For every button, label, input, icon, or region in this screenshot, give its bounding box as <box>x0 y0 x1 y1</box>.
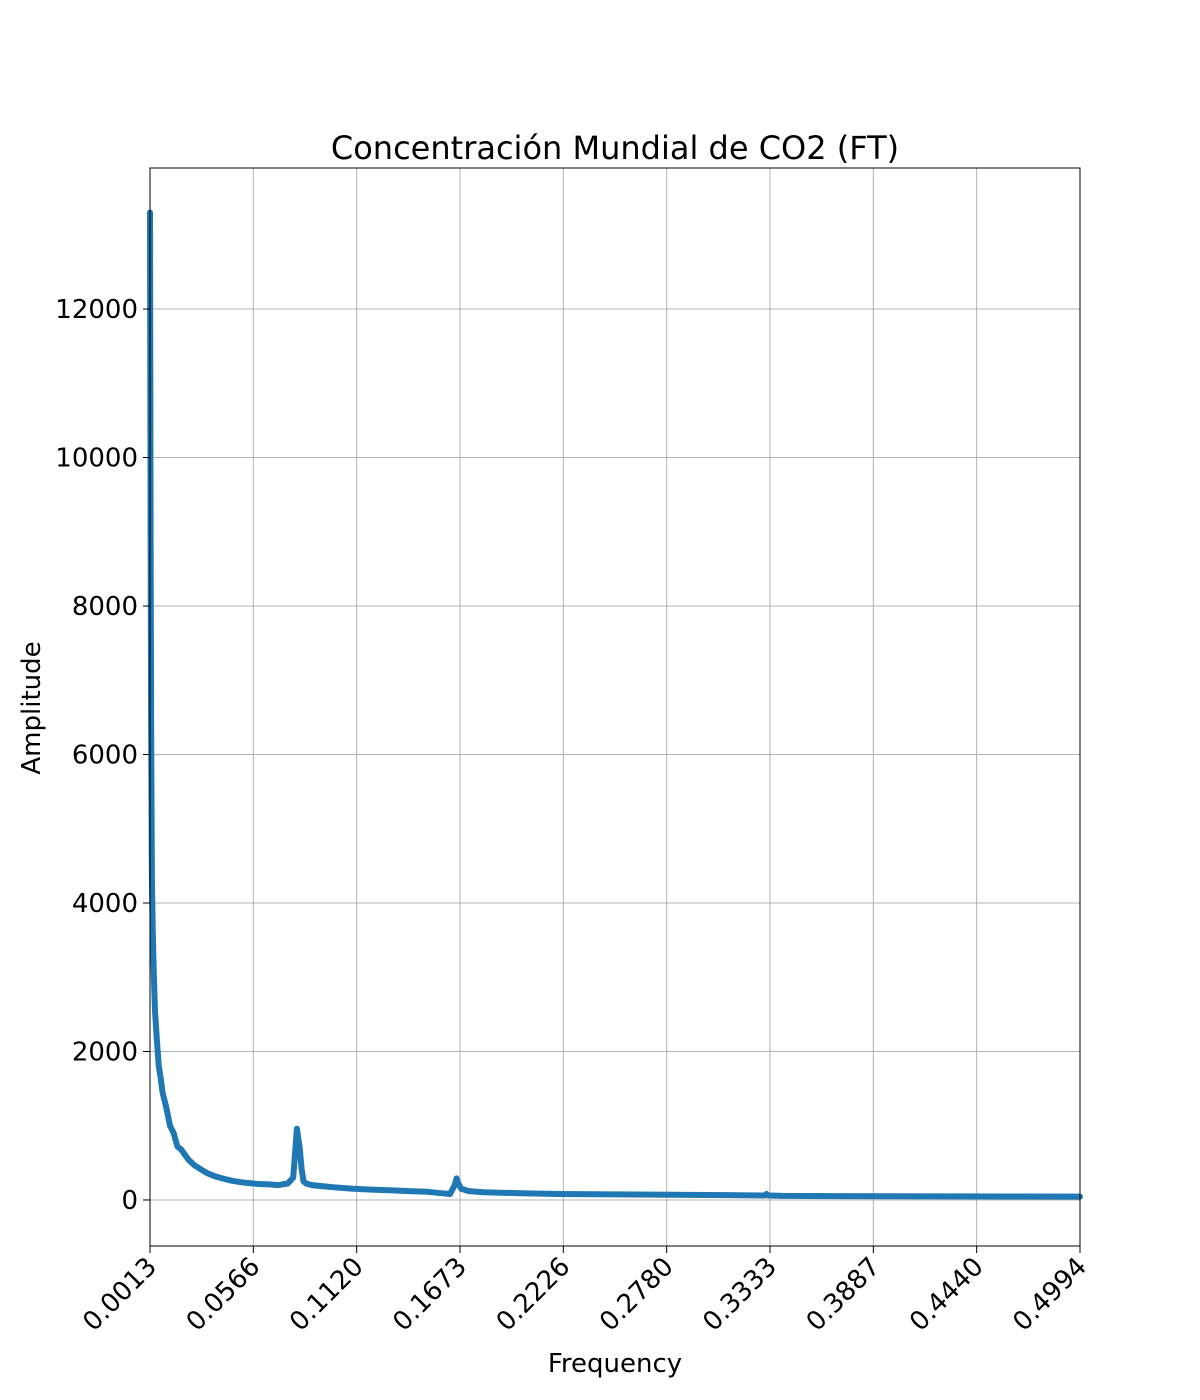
y-tick-label: 6000 <box>72 741 138 771</box>
y-tick-label: 0 <box>121 1186 138 1216</box>
series-line <box>147 209 1083 1200</box>
x-tick-label: 0.4440 <box>904 1252 990 1338</box>
x-tick-label: 0.1120 <box>284 1252 370 1338</box>
y-tick-label: 4000 <box>72 889 138 919</box>
y-tick-label: 8000 <box>72 592 138 622</box>
grid <box>149 168 1081 1246</box>
axes-frame <box>149 167 1081 1247</box>
x-tick-label: 0.2780 <box>594 1252 680 1338</box>
x-tick-label: 0.3887 <box>801 1252 887 1338</box>
x-tick-label: 0.0566 <box>181 1252 267 1338</box>
y-tick-label: 2000 <box>72 1037 138 1067</box>
x-axis-label: Frequency <box>548 1349 682 1379</box>
x-tick-label: 0.4994 <box>1007 1252 1093 1338</box>
y-tick-label: 10000 <box>55 444 138 474</box>
y-axis-label: Amplitude <box>17 641 47 774</box>
x-axis-ticks: 0.0013 0.0566 0.1120 0.1673 0.2226 0.2780 0.33… <box>77 1246 1093 1337</box>
chart-title: Concentración Mundial de CO2 (FT) <box>331 129 899 167</box>
x-tick-label: 0.3333 <box>697 1252 783 1338</box>
plot-area <box>147 209 1083 1200</box>
y-tick-label: 12000 <box>55 295 138 325</box>
y-axis-ticks: 0 2000 4000 6000 8000 10000 12000 <box>55 295 150 1216</box>
x-tick-label: 0.2226 <box>491 1252 577 1338</box>
x-tick-label: 0.0013 <box>77 1252 163 1338</box>
x-tick-label: 0.1673 <box>387 1252 473 1338</box>
